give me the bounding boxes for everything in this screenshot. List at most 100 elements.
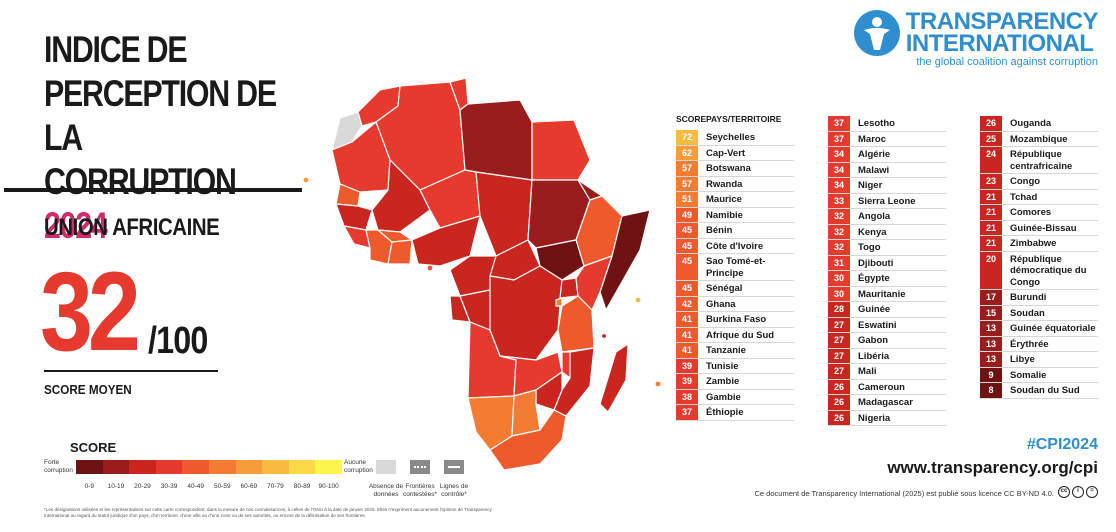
country-score: 13 — [980, 352, 1002, 367]
legend-tick-label: 20-29 — [134, 483, 151, 490]
country-name: Kenya — [858, 226, 887, 238]
country-name: Namibie — [706, 209, 743, 221]
country-name: Égypte — [858, 273, 890, 284]
country-name: Guinée équatoriale — [1010, 323, 1096, 334]
legend-no-data-label: Absence de données — [368, 483, 404, 498]
title-line-3-prefix: CORRUPTION — [44, 161, 237, 202]
country-score: 26 — [828, 395, 850, 410]
ranking-row: 26 Madagascar — [828, 395, 946, 411]
africa-map — [302, 77, 662, 471]
legend-tick-label: 70-79 — [267, 483, 284, 490]
map-region-drc — [489, 265, 563, 361]
country-name: Seychelles — [706, 132, 756, 143]
country-score: 37 — [676, 405, 698, 420]
ranking-row: 34 Algérie — [828, 147, 946, 163]
legend-no-data-swatch — [376, 460, 396, 474]
ranking-row: 37 Maroc — [828, 131, 946, 147]
country-score: 27 — [828, 364, 850, 379]
ti-logo-wordmark: TRANSPARENCY INTERNATIONAL — [906, 10, 1099, 56]
country-name: Togo — [858, 242, 881, 253]
country-name: Mali — [858, 366, 877, 377]
ranking-row: 17 Burundi — [980, 290, 1098, 306]
legend-disputed-swatch — [410, 460, 430, 474]
ranking-column-2: 37 Lesotho 37 Maroc 34 Algérie 34 Malawi 34 Niger… — [828, 116, 946, 426]
region-name: UNION AFRICAINE — [44, 214, 220, 241]
country-name: Maroc — [858, 133, 886, 145]
country-name: Zambie — [706, 376, 740, 387]
country-name: Afrique du Sud — [706, 329, 775, 341]
country-score: 30 — [828, 271, 850, 286]
ranking-row: 30 Égypte — [828, 271, 946, 287]
country-score: 20 — [980, 251, 1002, 289]
country-score: 57 — [676, 176, 698, 191]
ranking-row: 42 Ghana — [676, 296, 794, 312]
ranking-row: 23 Congo — [980, 174, 1098, 190]
map-region-comoros — [600, 332, 608, 340]
country-name: Malawi — [858, 164, 890, 176]
cpi-url[interactable]: www.transparency.org/cpi — [887, 458, 1098, 477]
country-name: Algérie — [858, 149, 891, 160]
country-score: 24 — [980, 147, 1002, 173]
legend-tick-label: 0-9 — [84, 483, 94, 490]
country-score: 41 — [676, 312, 698, 327]
country-name: Congo — [1010, 176, 1041, 187]
ranking-row: 38 Gambie — [676, 389, 794, 405]
country-score: 41 — [676, 327, 698, 342]
country-name: Tanzanie — [706, 345, 746, 356]
ranking-row: 26 Nigeria — [828, 410, 946, 426]
ranking-row: 41 Afrique du Sud — [676, 327, 794, 343]
country-name: République centrafricaine — [1010, 149, 1073, 172]
map-region-south-sudan — [535, 239, 585, 281]
ranking-row: 62 Cap-Vert — [676, 145, 794, 161]
cc-icon: cc — [1058, 486, 1070, 498]
country-score: 45 — [676, 238, 698, 253]
ranking-row: 32 Kenya — [828, 224, 946, 240]
country-score: 26 — [828, 379, 850, 394]
map-region-cape-verde — [302, 176, 310, 184]
country-score: 21 — [980, 189, 1002, 204]
ranking-row: 21 Comores — [980, 205, 1098, 221]
country-score: 21 — [980, 220, 1002, 235]
country-score: 27 — [828, 348, 850, 363]
legend-swatch — [76, 460, 103, 474]
country-name: Sénégal — [706, 283, 743, 294]
country-name: Gabon — [858, 335, 889, 346]
country-score: 17 — [980, 290, 1002, 305]
title-divider — [4, 188, 302, 192]
country-name: Sierra Leone — [858, 195, 916, 207]
ti-logo: TRANSPARENCY INTERNATIONAL — [853, 10, 1099, 56]
country-name: Cap-Vert — [706, 147, 746, 159]
country-name: Guinée — [858, 304, 891, 315]
country-name: Soudan — [1010, 307, 1045, 319]
country-name: Bénin — [706, 225, 733, 236]
country-score: 28 — [828, 302, 850, 317]
country-score: 62 — [676, 145, 698, 160]
ranking-row: 45 Côte d'Ivoire — [676, 238, 794, 254]
map-region-mali — [371, 159, 431, 233]
country-name: Madagascar — [858, 397, 913, 408]
average-score-max: /100 — [148, 320, 208, 362]
country-name: Lesotho — [858, 118, 895, 129]
country-score: 34 — [828, 147, 850, 162]
map-region-malawi — [561, 351, 571, 379]
country-name: République démocratique du Congo — [1010, 253, 1087, 288]
country-name: Guinée-Bissau — [1010, 222, 1077, 234]
page-title: INDICE DE PERCEPTION DE LA CORRUPTION 20… — [44, 28, 290, 248]
country-name: Mozambique — [1010, 133, 1068, 145]
country-name: Zimbabwe — [1010, 238, 1057, 249]
country-name: Niger — [858, 180, 883, 191]
legend-tick-label: 40-49 — [187, 483, 204, 490]
legend-tick-label: 30-39 — [160, 483, 178, 490]
country-score: 72 — [676, 130, 698, 145]
country-score: 21 — [980, 205, 1002, 220]
country-score: 13 — [980, 336, 1002, 351]
logo-tagline: the global coalition against corruption — [916, 56, 1098, 68]
legend-tick-label: 60-69 — [240, 483, 258, 490]
cc-nd-icon: = — [1086, 486, 1098, 498]
country-score: 27 — [828, 333, 850, 348]
legend-tick-label: 90-100 — [318, 483, 339, 490]
ti-logo-icon — [853, 10, 900, 56]
legend-ticks: 0-9 10-19 20-29 30-39 40-49 50-59 60-69 70-79 80… — [76, 483, 342, 490]
country-score: 37 — [828, 116, 850, 131]
country-score: 8 — [980, 383, 1002, 398]
